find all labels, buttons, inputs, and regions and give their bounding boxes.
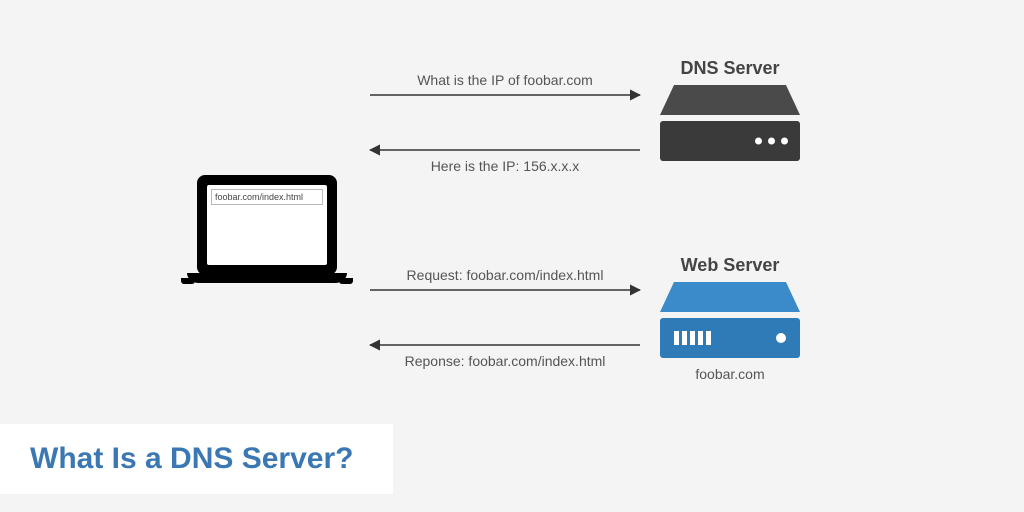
page-title: What Is a DNS Server?: [30, 442, 353, 476]
dns-server-body: [660, 121, 800, 161]
dns-server-icon: DNS Server: [660, 58, 800, 161]
web-server-body: [660, 318, 800, 358]
arrow-label-http-response: Reponse: foobar.com/index.html: [370, 353, 640, 369]
web-server-icon: Web Server foobar.com: [660, 255, 800, 382]
title-bar: What Is a DNS Server?: [0, 424, 393, 494]
web-server-caption: foobar.com: [660, 366, 800, 382]
web-server-indicator-dot: [776, 333, 786, 343]
laptop-base: [187, 273, 347, 283]
laptop-bezel: foobar.com/index.html: [197, 175, 337, 275]
dns-server-top: [660, 85, 800, 115]
dns-server-title: DNS Server: [660, 58, 800, 79]
browser-url-bar: foobar.com/index.html: [211, 189, 323, 205]
arrow-label-dns-response: Here is the IP: 156.x.x.x: [370, 158, 640, 174]
web-server-activity-bars: [674, 331, 711, 345]
web-server-title: Web Server: [660, 255, 800, 276]
laptop-screen: foobar.com/index.html: [207, 185, 327, 265]
dns-server-indicator-dots: [755, 138, 788, 145]
web-server-top: [660, 282, 800, 312]
arrow-label-dns-query: What is the IP of foobar.com: [370, 72, 640, 88]
laptop-icon: foobar.com/index.html: [192, 175, 342, 283]
arrow-label-http-request: Request: foobar.com/index.html: [370, 267, 640, 283]
diagram-canvas: foobar.com/index.html DNS Server Web Ser…: [0, 0, 1024, 512]
